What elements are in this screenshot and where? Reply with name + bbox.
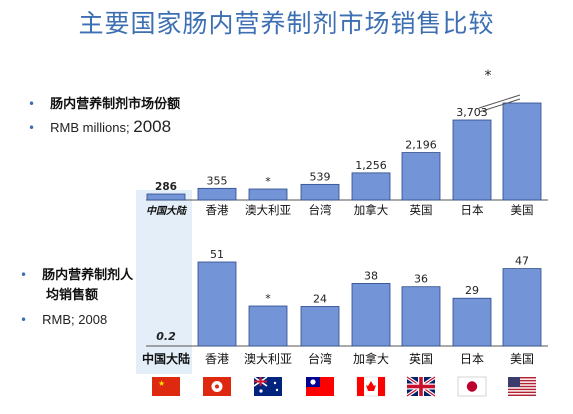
bottom-category-label-4: 加拿大 [353,351,389,366]
top-category-label-6: 日本 [461,203,484,217]
top-value-label-0: 286 [155,181,177,193]
usa-flag-icon [508,377,536,396]
bottom-bar-5 [401,286,441,347]
bottom-value-label-6: 29 [465,284,479,297]
bottom-bullet-2: • RMB; 2008 [20,309,107,328]
top-bar-3 [300,183,340,201]
bottom-bar-1 [197,261,237,347]
bottom-bar-2 [248,305,288,347]
bullet-dot-icon: • [20,313,28,327]
china-flag-icon: ★ [152,377,180,396]
svg-text:★: ★ [158,379,165,388]
bottom-value-label-3: 24 [313,292,327,305]
japan-flag-icon [457,376,487,397]
taiwan-flag-icon [306,377,334,396]
top-bar-2 [248,188,288,201]
top-value-label-2: * [265,175,271,188]
bottom-category-label-1: 香港 [205,352,229,366]
top-bar-4 [351,172,391,201]
top-category-label-0: 中国大陆 [146,205,187,217]
bottom-value-label-7: 47 [515,255,529,268]
top-category-label-2: 澳大利亚 [245,203,291,217]
top-bar-1 [197,187,237,201]
top-bullet-2-year: 2008 [133,117,172,136]
bottom-value-label-5: 36 [414,273,428,286]
axis-break-line-1 [478,94,521,109]
top-bullet-2-text: RMB millions; 2008 [50,117,172,136]
bottom-category-label-0: 中国大陆 [142,351,190,366]
china-highlight-band [136,190,192,374]
bottom-bar-4 [351,283,391,347]
bullet-dot-icon: • [20,268,28,282]
top-category-label-5: 英国 [410,203,433,217]
top-category-label-7: 美国 [511,203,534,217]
top-bar-5 [401,152,441,201]
top-value-label-6: 3,703 [456,106,488,119]
bottom-bullet-1: • 肠内营养制剂人 [20,264,133,283]
australia-flag-icon [253,376,282,396]
top-value-label-3: 539 [310,170,331,183]
top-bullet-1: • 肠内营养制剂市场份额 [28,93,180,112]
uk-flag-icon [406,375,436,398]
bottom-category-label-3: 台湾 [308,351,332,366]
top-category-label-3: 台湾 [309,203,332,217]
bottom-bar-3 [300,306,340,347]
top-bullet-2-unit: RMB millions; [50,120,134,135]
bottom-bullet-2-text: RMB; 2008 [42,312,108,327]
bottom-category-label-7: 美国 [510,352,534,366]
top-category-label-1: 香港 [206,203,229,217]
bottom-bullet-1-text: 肠内营养制剂人 [42,268,134,283]
top-bullet-2: • RMB millions; 2008 [28,117,171,137]
top-bullet-1-text: 肠内营养制剂市场份额 [50,97,181,112]
bottom-value-label-2: * [265,292,271,305]
canada-flag-icon [356,376,386,397]
bullet-dot-icon: • [28,121,36,135]
axis-break-line-2 [478,98,521,113]
top-value-label-5: 2,196 [405,139,437,152]
top-bar-0 [146,193,186,201]
bullet-dot-icon: • [28,97,36,111]
bottom-category-label-5: 英国 [409,352,433,366]
bottom-bar-7 [502,268,542,347]
bottom-value-label-4: 38 [364,269,378,282]
top-asterisk: * [485,68,492,84]
top-category-label-4: 加拿大 [354,203,389,217]
bottom-bullet-1-cont: 均销售额 [46,284,98,303]
hongkong-flag-icon [203,377,231,396]
page-title: 主要国家肠内营养制剂市场销售比较 [78,9,495,38]
bottom-value-label-0: 0.2 [156,330,176,343]
bottom-bullet-1b-text: 均销售额 [46,288,99,303]
bottom-category-label-2: 澳大利亚 [244,352,292,366]
top-bar-7 [502,102,542,201]
bottom-category-label-6: 日本 [460,352,484,366]
bottom-value-label-1: 51 [210,248,224,261]
top-bar-6 [452,119,492,201]
top-value-label-1: 355 [207,174,228,187]
bottom-bar-6 [452,297,492,347]
top-value-label-4: 1,256 [355,159,387,172]
